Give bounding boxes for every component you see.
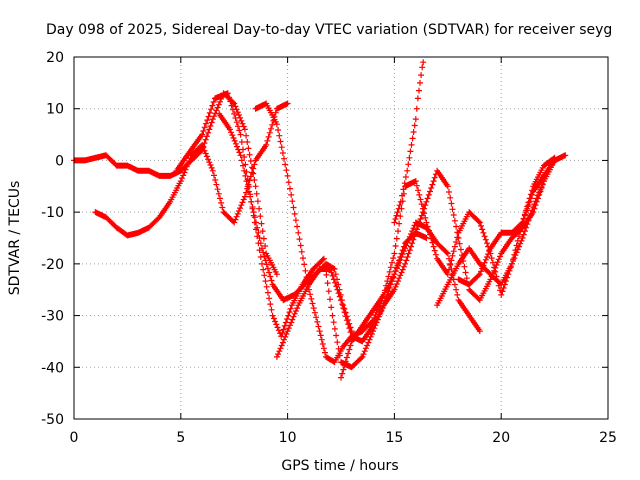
- series-s2: [92, 100, 291, 239]
- series-s6: [273, 152, 569, 360]
- y-tick-label: -50: [41, 412, 64, 428]
- y-tick-label: -10: [41, 205, 64, 221]
- x-tick-labels: 0 5 10 15 20 25: [70, 430, 617, 446]
- x-tick-label: 15: [385, 430, 403, 446]
- y-tick-label: -20: [41, 257, 64, 273]
- x-tick-label: 25: [599, 430, 617, 446]
- point-marks: [391, 59, 427, 226]
- series-s8: [391, 59, 427, 226]
- x-axis-label: GPS time / hours: [281, 458, 398, 474]
- point-marks: [92, 100, 291, 239]
- data-points: [71, 59, 569, 381]
- series-s3: [173, 90, 355, 335]
- series-s7: [338, 219, 483, 381]
- y-tick-label: -40: [41, 360, 64, 376]
- point-marks: [338, 219, 483, 381]
- x-tick-label: 20: [492, 430, 510, 446]
- y-axis-label: SDTVAR / TECUs: [7, 181, 23, 296]
- y-tick-label: 10: [46, 102, 64, 118]
- point-marks: [173, 90, 355, 335]
- y-tick-labels: 20 10 0 -10 -20 -30 -40 -50: [41, 50, 64, 428]
- x-tick-label: 10: [279, 430, 297, 446]
- x-tick-label: 0: [70, 430, 79, 446]
- point-marks: [455, 157, 558, 288]
- y-tick-label: -30: [41, 309, 64, 325]
- chart-title: Day 098 of 2025, Sidereal Day-to-day VTE…: [46, 22, 612, 38]
- y-tick-label: 20: [46, 50, 64, 66]
- plot-frame: [73, 56, 609, 420]
- point-marks: [273, 152, 569, 360]
- x-tick-label: 5: [176, 430, 185, 446]
- y-tick-label: 0: [55, 153, 64, 169]
- series-s10: [455, 157, 558, 288]
